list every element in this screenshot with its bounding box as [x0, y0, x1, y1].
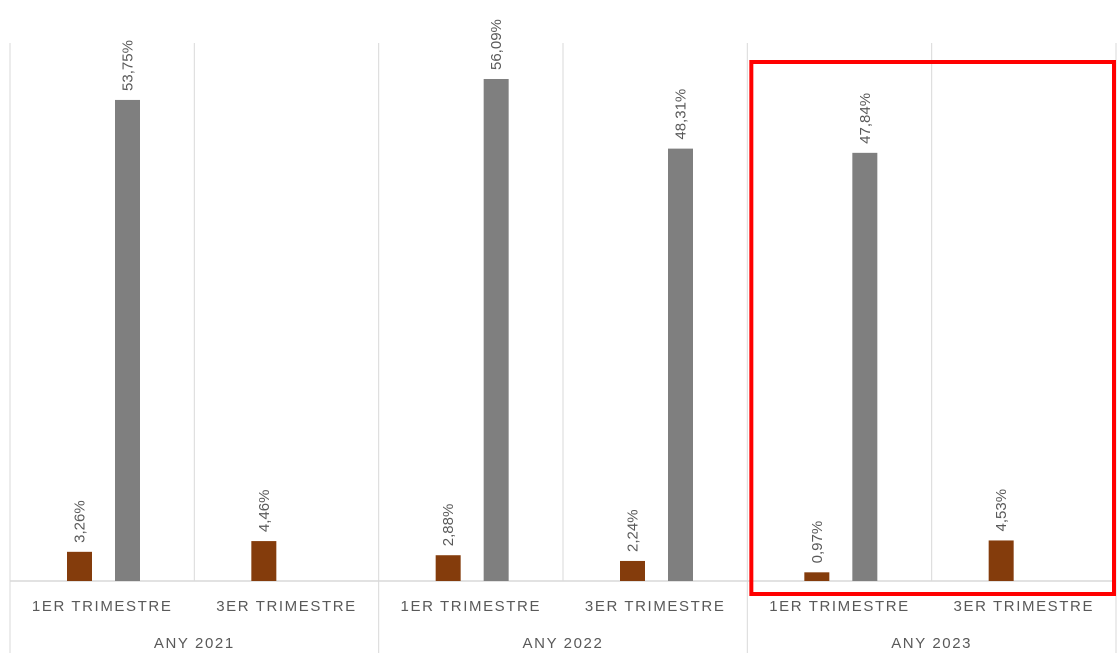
- bar-s2: [115, 99, 140, 581]
- data-label: 4,53%: [993, 489, 1010, 532]
- data-label: 53,75%: [120, 40, 137, 91]
- year-label: ANY 2023: [891, 635, 972, 652]
- data-label: 4,46%: [256, 490, 273, 533]
- bar-s1: [804, 572, 830, 581]
- data-label: 0,97%: [809, 521, 826, 564]
- data-label: 48,31%: [673, 89, 690, 140]
- data-label: 47,84%: [857, 93, 874, 144]
- bar-s1: [435, 555, 461, 581]
- bar-s2: [483, 78, 509, 581]
- highlight-box: [749, 60, 1116, 596]
- data-label: 3,26%: [72, 500, 89, 543]
- quarter-label: 1ER TRIMESTRE: [769, 598, 910, 615]
- quarter-label: 3ER TRIMESTRE: [954, 598, 1095, 615]
- quarter-label: 1ER TRIMESTRE: [401, 598, 542, 615]
- year-label: ANY 2021: [154, 635, 235, 652]
- data-label: 2,88%: [440, 504, 457, 547]
- data-label: 2,24%: [625, 509, 642, 552]
- bar-s2: [852, 152, 878, 581]
- bar-s2: [668, 148, 693, 582]
- bar-s1: [620, 560, 645, 581]
- quarter-label: 1ER TRIMESTRE: [32, 598, 173, 615]
- year-label: ANY 2022: [523, 635, 604, 652]
- quarter-label: 3ER TRIMESTRE: [216, 598, 357, 615]
- bar-s1: [67, 551, 92, 581]
- bar-s1: [988, 540, 1014, 581]
- data-label: 56,09%: [488, 19, 505, 70]
- bar-s1: [251, 541, 277, 581]
- quarter-label: 3ER TRIMESTRE: [585, 598, 726, 615]
